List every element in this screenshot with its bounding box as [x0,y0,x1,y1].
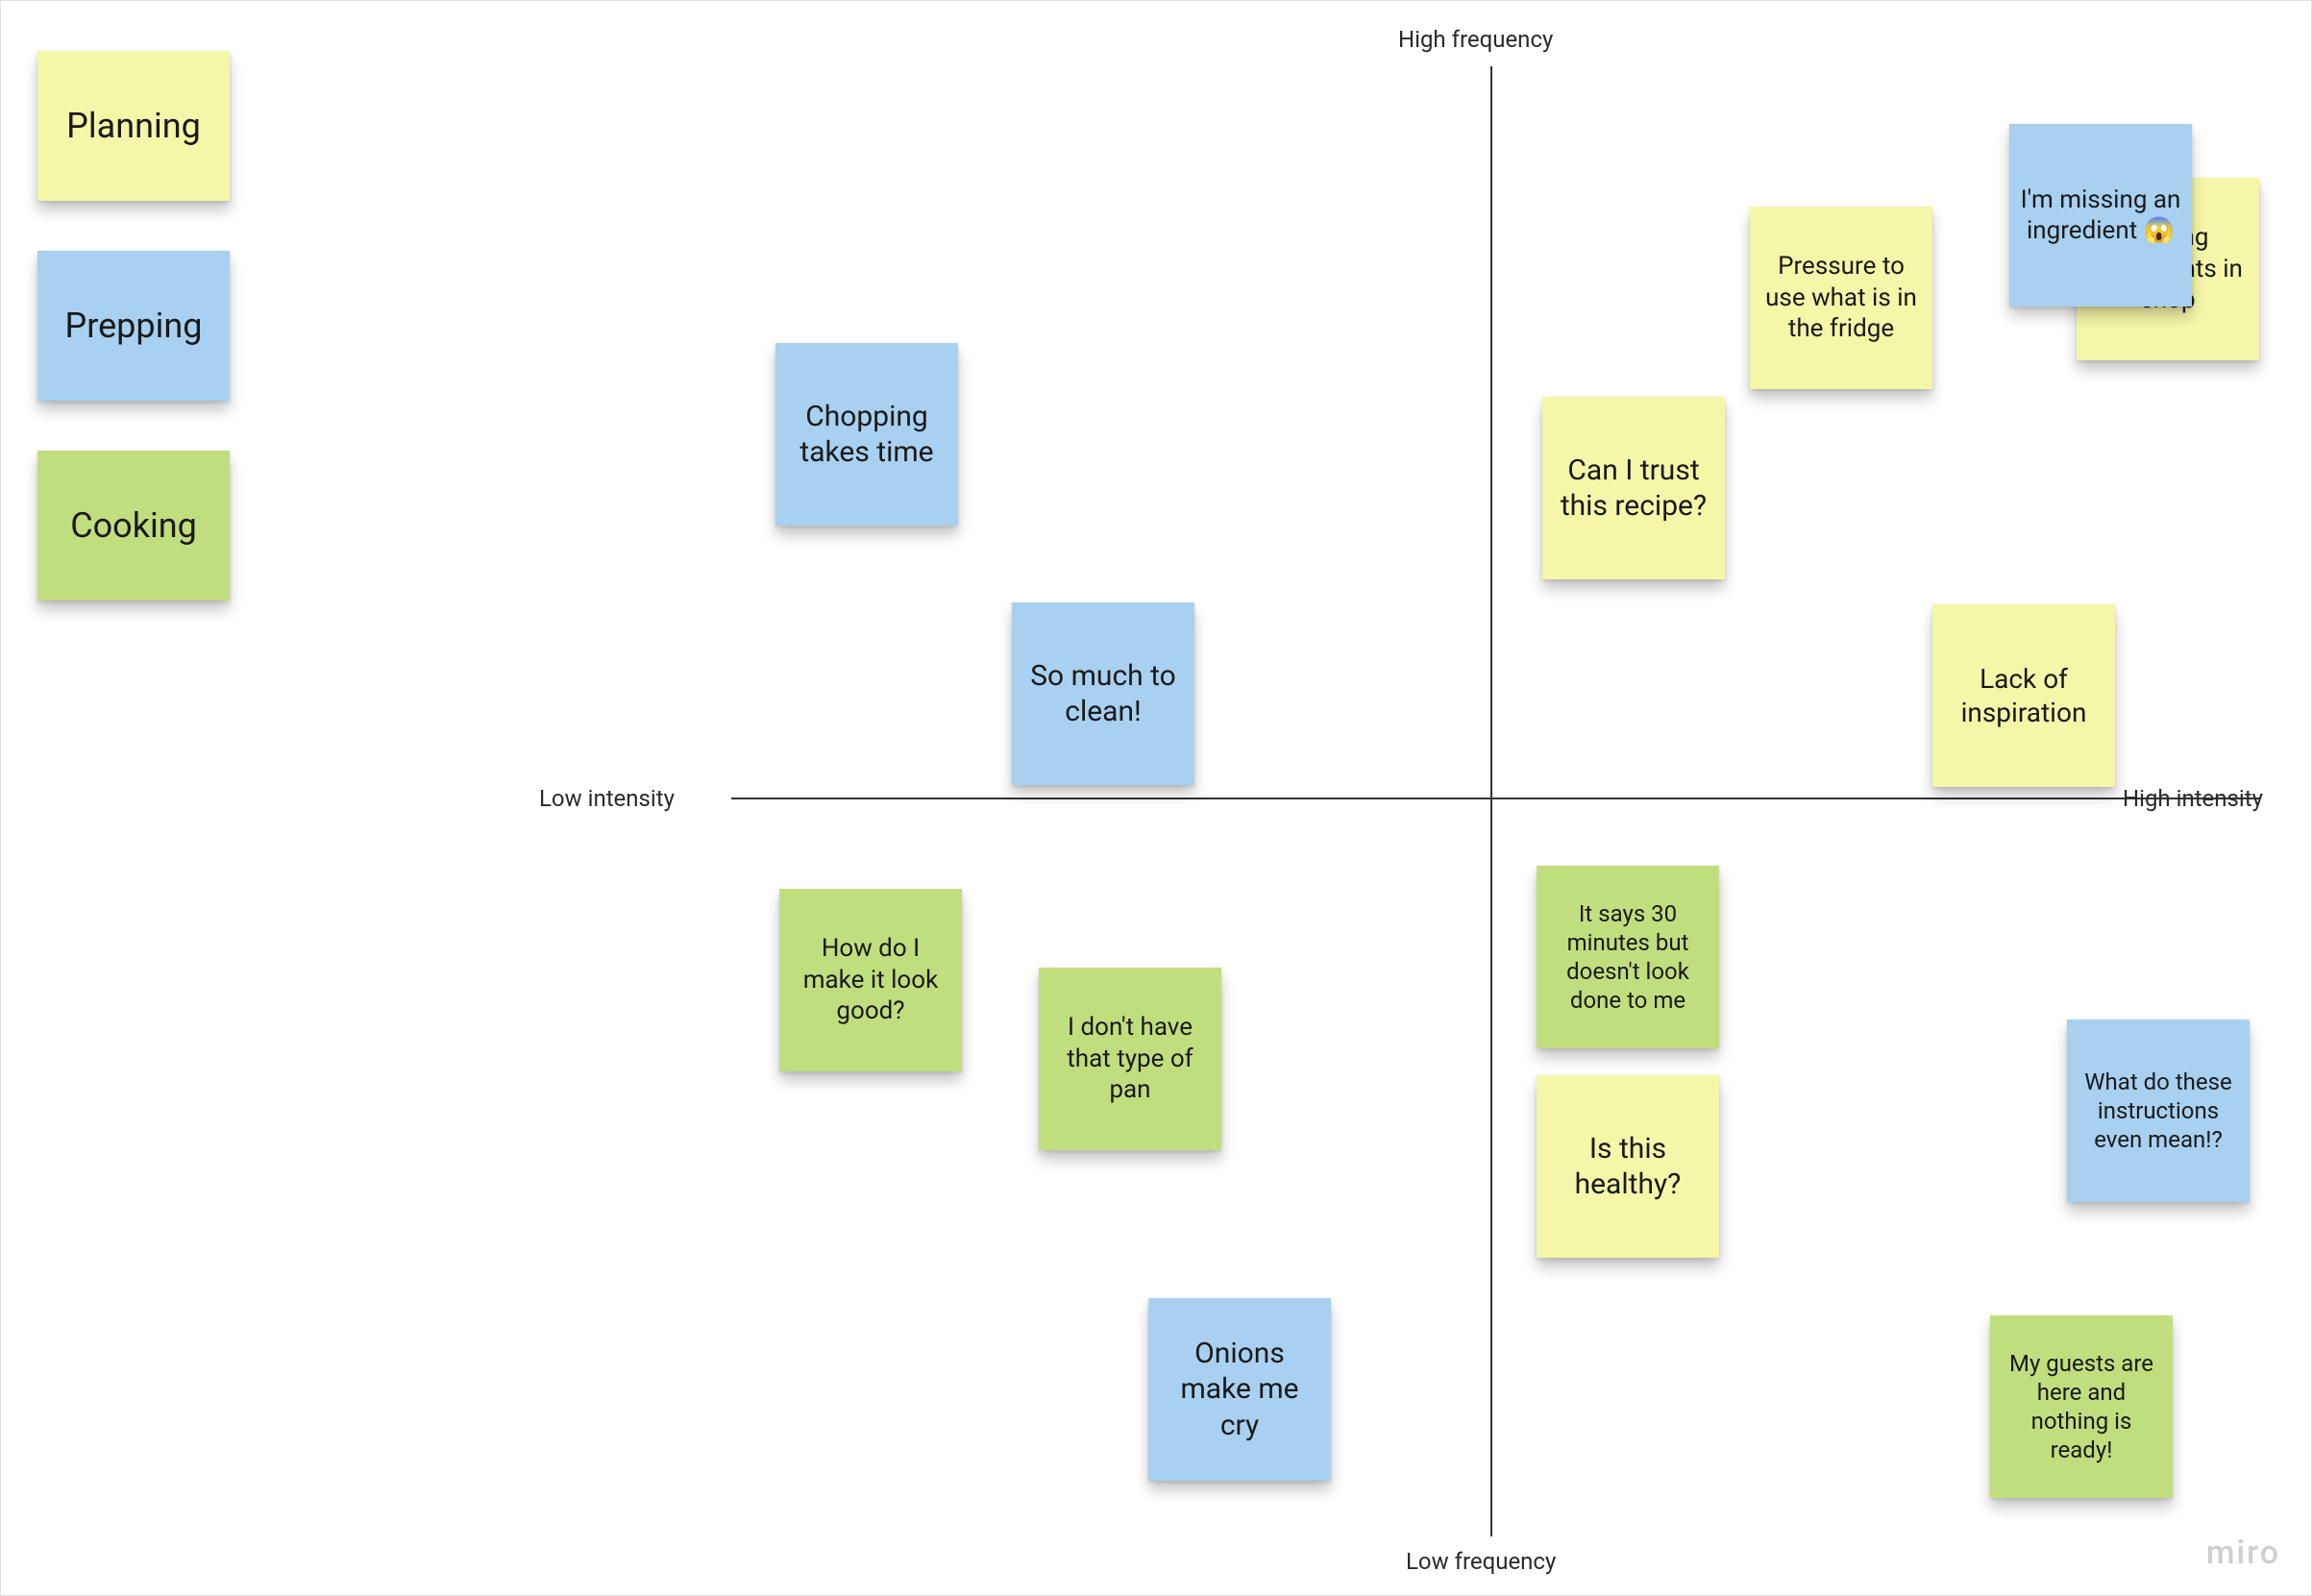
legend-prepping[interactable]: Prepping [37,251,230,401]
axis-label-bottom: Low frequency [1406,1548,1556,1575]
axis-label-left: Low intensity [539,785,675,812]
note-clean[interactable]: So much to clean! [1012,602,1194,785]
note-chopping[interactable]: Chopping takes time [775,343,958,526]
x-axis-line [731,798,2259,799]
note-onions[interactable]: Onions make me cry [1148,1298,1331,1481]
note-lookgood[interactable]: How do I make it look good? [779,889,962,1071]
axis-label-right: High intensity [2123,785,2263,812]
note-guests[interactable]: My guests are here and nothing is ready! [1990,1315,2173,1498]
note-pan[interactable]: I don't have that type of pan [1039,968,1221,1150]
legend-cooking[interactable]: Cooking [37,451,230,601]
note-missing[interactable]: I'm missing an ingredient 😱 [2009,124,2192,307]
axis-label-top: High frequency [1398,26,1553,53]
note-instructions[interactable]: What do these instructions even mean!? [2067,1019,2250,1202]
miro-logo: miro [2206,1534,2280,1572]
note-30min[interactable]: It says 30 minutes but doesn't look done… [1537,866,1719,1048]
note-healthy[interactable]: Is this healthy? [1537,1075,1719,1258]
y-axis-line [1490,66,1492,1536]
affinity-map-canvas[interactable]: High frequency Low frequency Low intensi… [0,0,2312,1596]
note-pressure[interactable]: Pressure to use what is in the fridge [1750,207,1932,389]
note-inspiration[interactable]: Lack of inspiration [1932,604,2115,787]
legend-planning[interactable]: Planning [37,51,230,201]
note-trust[interactable]: Can I trust this recipe? [1542,397,1725,579]
